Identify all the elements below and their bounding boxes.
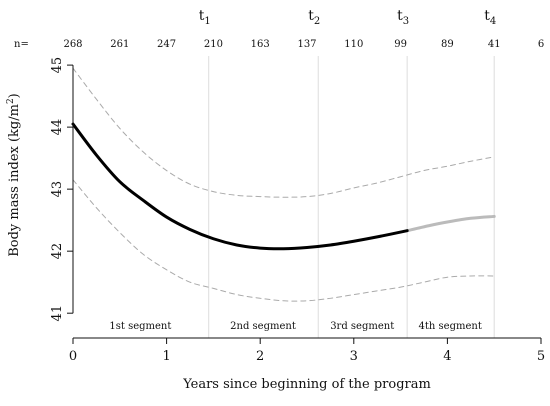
n-at-risk-row: n= 268 261 247 210 163 137 110 99 89 41 6 [14, 39, 544, 50]
x-tick-label-2: 2 [256, 349, 264, 364]
n-at-risk-0: 268 [63, 39, 82, 50]
x-tick-label-3: 3 [350, 349, 358, 364]
n-at-risk-1: 261 [110, 39, 129, 50]
n-at-risk-7: 99 [394, 39, 407, 50]
x-axis-label: Years since beginning of the program [182, 377, 431, 392]
knot-label-subscript-4: 4 [490, 16, 496, 27]
x-tick-label-4: 4 [443, 349, 451, 364]
y-axis-label-superscript: 2 [6, 98, 16, 104]
segment-label-1: 1st segment [109, 321, 171, 332]
y-tick-label-41: 41 [50, 305, 65, 322]
y-axis-label-main: Body mass index (kg/m [7, 104, 22, 257]
series-lower-ci [72, 179, 495, 302]
series-estimate-extrapolated [405, 214, 496, 233]
knot-vertical-lines [208, 56, 495, 338]
x-tick-label-5: 5 [537, 349, 545, 364]
n-at-risk-10: 6 [538, 39, 544, 50]
knot-labels: t1 t2 t3 t4 [199, 8, 496, 27]
n-at-risk-5: 137 [297, 39, 316, 50]
knot-label-3: t3 [397, 8, 409, 27]
y-tick-label-42: 42 [50, 243, 65, 260]
y-tick-label-44: 44 [50, 119, 65, 136]
x-tick-label-1: 1 [162, 349, 170, 364]
n-at-risk-3: 210 [204, 39, 223, 50]
series-estimate [71, 122, 409, 251]
n-at-risk-4: 163 [251, 39, 270, 50]
n-at-risk-9: 41 [488, 39, 501, 50]
knot-label-1: t1 [199, 8, 211, 27]
y-tick-label-43: 43 [50, 181, 65, 198]
segment-label-3: 3rd segment [330, 321, 394, 332]
knot-label-subscript-2: 2 [314, 16, 320, 27]
n-at-risk-prefix: n= [14, 39, 29, 50]
knot-label-4: t4 [484, 8, 496, 27]
y-tick-label-45: 45 [50, 57, 65, 74]
series-upper-ci [72, 67, 495, 198]
n-at-risk-2: 247 [157, 39, 176, 50]
x-tick-label-0: 0 [69, 349, 77, 364]
knot-label-2: t2 [308, 8, 320, 27]
y-axis-label: Body mass index (kg/m2) [6, 93, 22, 257]
segment-labels: 1st segment 2nd segment 3rd segment 4th seg… [109, 321, 481, 332]
n-at-risk-6: 110 [344, 39, 363, 50]
x-axis: 0 1 2 3 4 5 [69, 337, 545, 364]
y-axis: 41 42 43 44 45 [50, 57, 74, 322]
knot-label-subscript-1: 1 [204, 16, 210, 27]
segment-label-2: 2nd segment [230, 321, 296, 332]
knot-label-subscript-3: 3 [403, 16, 409, 27]
n-at-risk-8: 89 [441, 39, 454, 50]
series-lines [71, 67, 496, 302]
y-axis-label-close: ) [7, 93, 22, 98]
segment-label-4: 4th segment [419, 321, 482, 332]
